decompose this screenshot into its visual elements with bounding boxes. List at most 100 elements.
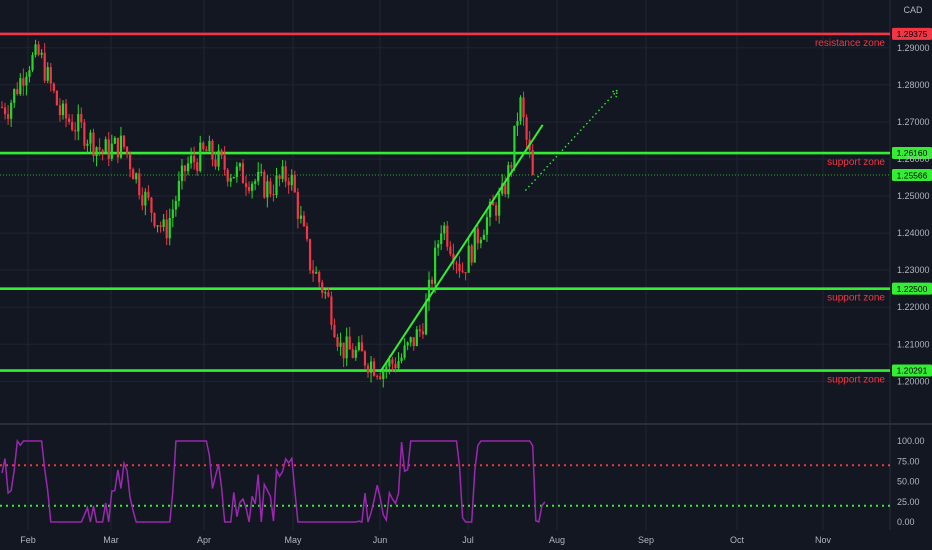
price-tick-label: 1.26000: [897, 154, 930, 164]
candle-body: [348, 336, 351, 350]
candle-body: [80, 114, 83, 123]
candle: [107, 131, 110, 167]
candle-body: [101, 150, 104, 153]
price-tag-text: 1.25566: [897, 170, 928, 180]
candle-body: [92, 132, 95, 157]
price-tag: [892, 364, 932, 377]
candle: [232, 176, 235, 179]
candle-body: [321, 282, 324, 293]
candle-body: [382, 369, 385, 380]
candle-body: [290, 174, 293, 186]
candle: [162, 213, 165, 232]
candle-body: [13, 89, 16, 103]
zone-label: support zone: [827, 157, 885, 168]
candle-body: [446, 225, 449, 247]
candle: [464, 271, 467, 281]
candle-body: [162, 219, 165, 228]
candle-body: [260, 171, 263, 173]
candle-body: [3, 107, 7, 115]
candle: [116, 137, 119, 164]
time-tick-label: May: [284, 535, 302, 545]
candle-body: [287, 181, 290, 186]
candle: [366, 362, 370, 378]
candle: [290, 169, 293, 191]
candle-body: [193, 155, 196, 163]
candle: [348, 326, 351, 350]
oscillator-panel: [0, 438, 890, 524]
candle-body: [510, 165, 513, 168]
candle-body: [205, 149, 208, 152]
candle-body: [513, 125, 516, 168]
candle: [452, 243, 455, 270]
candle-body: [217, 150, 220, 167]
price-candles: [0, 39, 534, 388]
time-tick-label: Jul: [462, 535, 474, 545]
candle: [257, 162, 260, 186]
projection-line: [524, 89, 618, 191]
candle-body: [68, 118, 71, 122]
candle-body: [333, 324, 336, 337]
candle-body: [501, 183, 504, 194]
candle: [333, 318, 336, 338]
candle: [83, 119, 86, 150]
candle-body: [464, 272, 467, 274]
candle-body: [238, 163, 241, 167]
candle-body: [495, 205, 498, 216]
candle-body: [168, 218, 171, 239]
candle: [89, 129, 92, 154]
candle-body: [104, 139, 107, 153]
candle: [516, 112, 519, 136]
candle: [287, 177, 290, 194]
candle-body: [507, 165, 510, 195]
candle: [373, 357, 376, 377]
candle-body: [485, 217, 489, 235]
candle-body: [284, 166, 287, 182]
candle: [7, 105, 10, 125]
zone-label: support zone: [827, 375, 885, 386]
price-tick-label: 1.27000: [897, 117, 930, 127]
time-axis: Feb Mar Apr May Jun Jul Aug Sep Oct Nov: [20, 535, 831, 545]
candle: [147, 185, 150, 201]
candle: [406, 341, 409, 351]
candle: [125, 146, 129, 159]
candle: [330, 291, 333, 330]
candle-body: [424, 301, 428, 335]
trend-drawings: [379, 89, 619, 373]
candle: [504, 176, 507, 198]
candle-body: [458, 263, 461, 272]
candle-body: [312, 270, 315, 274]
candle: [293, 170, 296, 194]
candle-body: [406, 342, 409, 346]
candle: [28, 66, 31, 83]
price-tick-label: 1.22000: [897, 302, 930, 312]
price-tick-label: 1.23000: [897, 265, 930, 275]
candle-body: [360, 342, 363, 352]
candle-body: [403, 345, 406, 358]
candle: [168, 208, 171, 246]
candle-body: [150, 197, 153, 214]
time-tick-label: Jun: [373, 535, 388, 545]
candle: [238, 162, 241, 171]
candle: [46, 62, 49, 84]
candle: [446, 221, 449, 251]
candle: [531, 143, 534, 176]
candle: [235, 161, 238, 183]
candle-body: [366, 365, 370, 373]
candle: [318, 270, 321, 288]
candle: [174, 195, 177, 217]
time-tick-label: Feb: [20, 535, 36, 545]
candle: [263, 169, 266, 199]
candle-body: [357, 342, 360, 351]
candle-body: [247, 186, 251, 191]
candle: [77, 104, 80, 141]
candle: [223, 146, 226, 176]
candle-body: [25, 76, 28, 86]
candle: [382, 366, 385, 388]
candle: [74, 122, 77, 141]
candle-body: [269, 181, 272, 195]
candle-body: [281, 166, 284, 179]
candle-body: [394, 363, 397, 369]
candle: [61, 100, 65, 120]
candle-body: [229, 178, 232, 182]
candle: [80, 107, 83, 129]
